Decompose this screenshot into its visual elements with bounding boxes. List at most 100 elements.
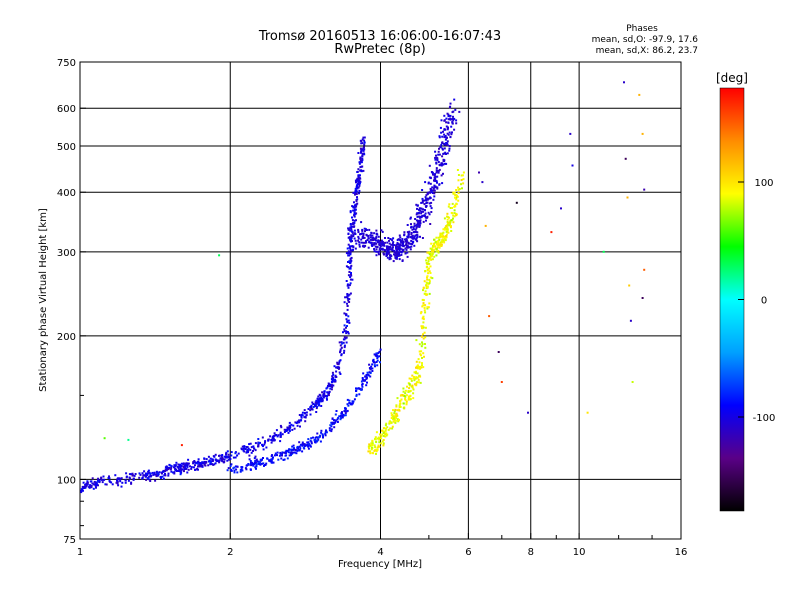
data-point (449, 136, 452, 139)
data-point (348, 270, 351, 273)
data-point (641, 132, 644, 135)
data-point (160, 477, 162, 479)
data-point (343, 301, 346, 304)
data-point (93, 483, 96, 486)
data-point (175, 470, 178, 472)
data-point (162, 470, 165, 473)
data-point (294, 449, 297, 452)
data-point (371, 237, 374, 240)
data-point (436, 246, 439, 249)
data-point (629, 319, 632, 322)
data-point (426, 276, 428, 279)
data-point (443, 162, 446, 165)
data-point (425, 202, 428, 204)
data-point (348, 301, 351, 303)
data-point (409, 248, 412, 251)
data-point (216, 459, 219, 462)
data-point (156, 472, 159, 475)
data-point (185, 462, 188, 465)
data-point (354, 247, 357, 250)
x-tick-label: 16 (675, 547, 688, 558)
data-point (432, 245, 434, 247)
data-point (196, 461, 199, 463)
data-point (389, 254, 392, 257)
data-point (331, 417, 334, 420)
data-point (158, 471, 161, 474)
data-point (344, 337, 347, 340)
data-point (351, 219, 354, 222)
data-point (428, 253, 431, 256)
data-point (230, 469, 233, 472)
data-point (228, 455, 231, 458)
data-point (430, 171, 433, 173)
data-point (376, 448, 379, 451)
data-point (382, 439, 385, 441)
data-point (402, 402, 405, 405)
data-point (626, 196, 629, 199)
data-point (422, 337, 425, 340)
data-point (348, 293, 351, 296)
data-point (369, 368, 372, 371)
data-point (361, 385, 364, 388)
data-point (222, 460, 225, 463)
data-point (281, 451, 284, 454)
data-point (444, 226, 447, 229)
colorbar-label: [deg] (716, 71, 748, 85)
data-point (229, 464, 232, 467)
data-point (125, 472, 128, 475)
data-point (251, 463, 254, 466)
data-point (382, 432, 385, 434)
data-point (167, 468, 170, 471)
data-point (424, 209, 426, 212)
data-point (141, 476, 144, 479)
data-point (234, 452, 237, 455)
data-point (404, 238, 406, 241)
data-point (364, 230, 366, 233)
data-point (405, 248, 408, 251)
data-point (345, 313, 348, 316)
data-point (100, 476, 103, 479)
data-point (461, 174, 464, 177)
data-point (367, 450, 370, 453)
data-point (393, 412, 396, 415)
data-point (348, 284, 351, 287)
data-point (255, 464, 258, 467)
data-point (361, 237, 364, 240)
data-point (288, 428, 291, 431)
data-point (325, 397, 328, 400)
data-point (373, 232, 376, 235)
data-point (347, 252, 349, 255)
data-point (249, 460, 252, 462)
data-point (377, 445, 380, 448)
data-point (194, 464, 196, 467)
data-point (386, 247, 388, 250)
data-point (254, 460, 257, 462)
data-point (346, 283, 349, 286)
data-point (515, 201, 518, 204)
data-point (382, 243, 385, 246)
data-point (404, 252, 407, 255)
data-point (408, 390, 411, 393)
data-point (641, 297, 644, 299)
data-point (407, 232, 410, 235)
data-point (416, 235, 419, 238)
data-point (343, 346, 346, 349)
data-point (327, 394, 330, 397)
data-point (286, 457, 289, 460)
data-point (346, 403, 349, 406)
data-point (457, 174, 460, 176)
data-point (441, 147, 444, 150)
data-point (412, 226, 415, 229)
data-point (197, 468, 199, 471)
data-point (445, 153, 447, 155)
data-point (390, 414, 393, 417)
data-point (418, 343, 421, 346)
colorbar-tick-label: 100 (754, 178, 773, 189)
data-point (381, 230, 384, 233)
data-point (421, 298, 424, 301)
data-point (362, 147, 365, 150)
data-point (405, 237, 408, 240)
data-point (415, 384, 418, 387)
data-point (347, 299, 350, 302)
data-point (450, 230, 453, 232)
